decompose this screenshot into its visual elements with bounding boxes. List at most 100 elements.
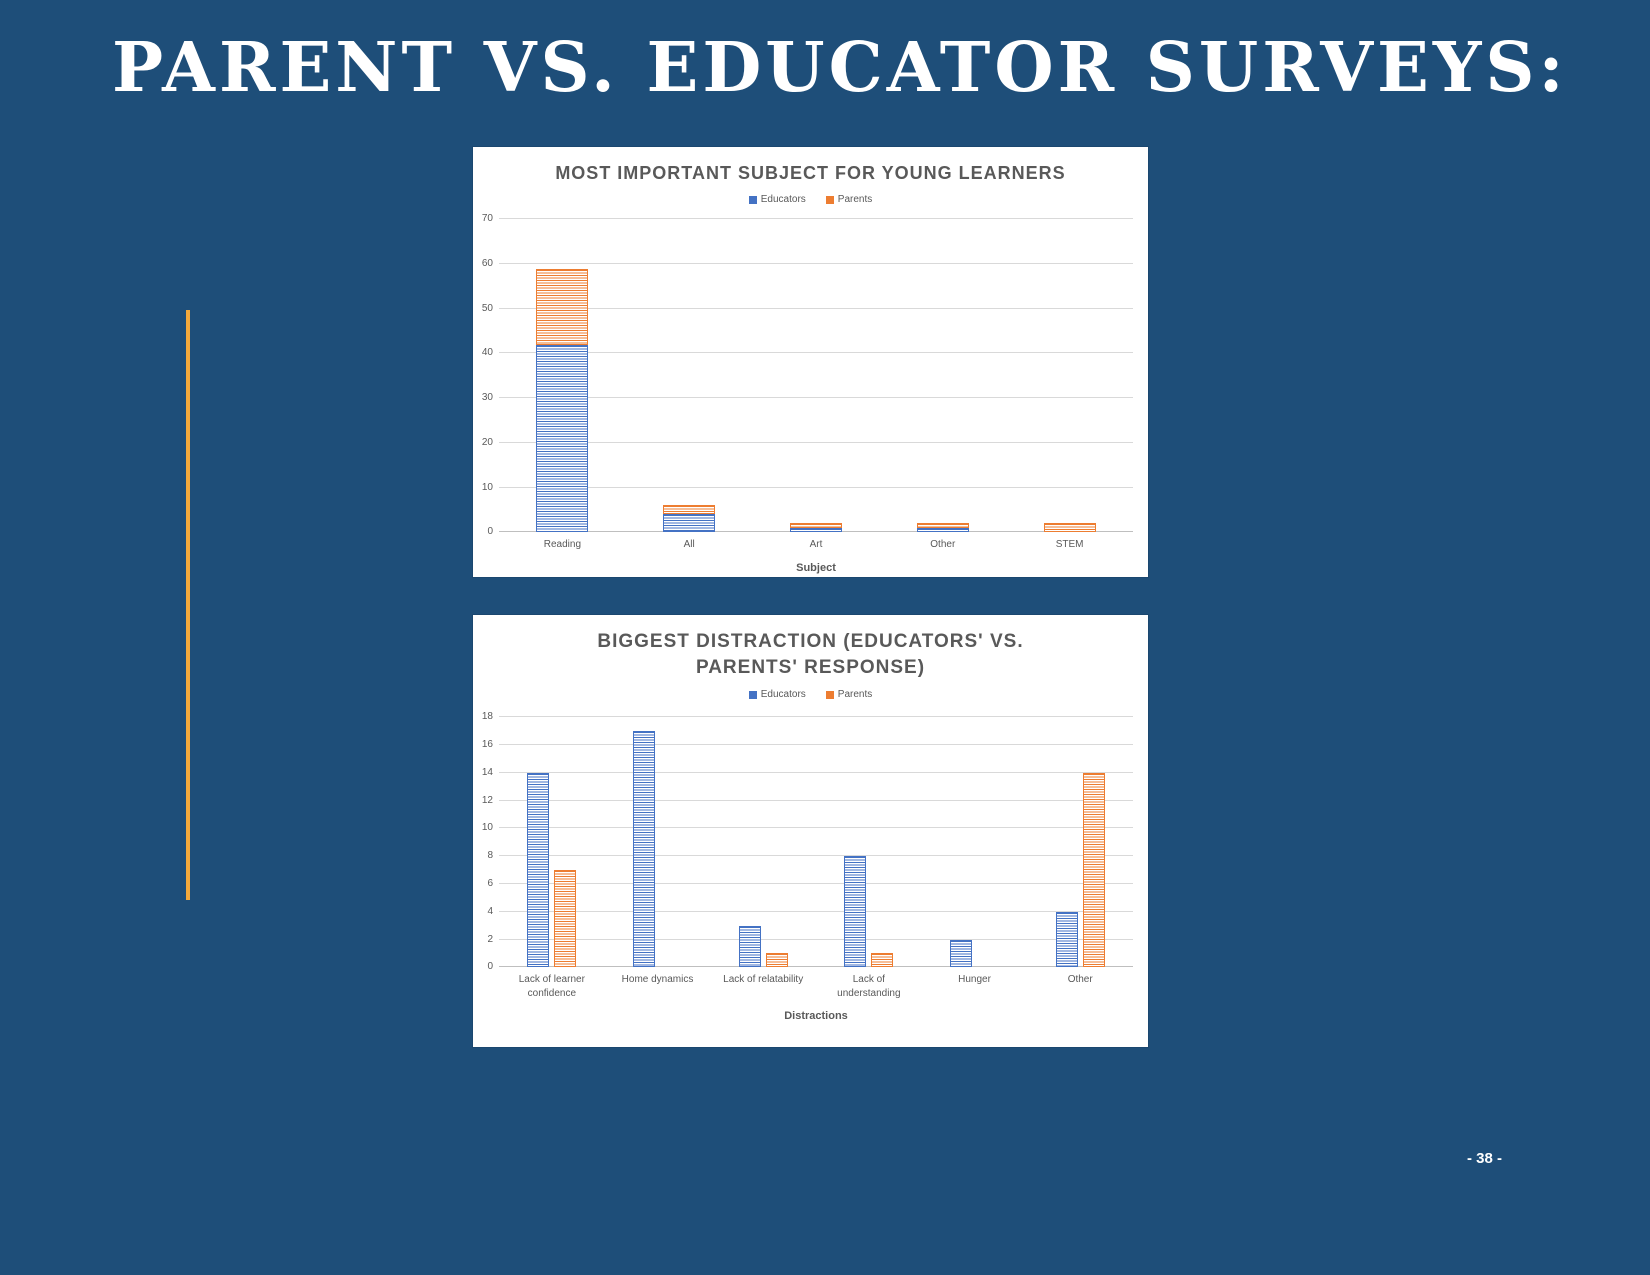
gridline	[499, 441, 1133, 443]
bar-educators	[633, 731, 655, 968]
category-slot	[1027, 717, 1133, 968]
gridline	[499, 716, 1133, 718]
x-axis-title: Distractions	[784, 1010, 848, 1023]
x-category-label: Art	[809, 539, 823, 551]
bar-stack	[536, 219, 589, 533]
category-slot	[816, 717, 922, 968]
y-tick-label: 0	[487, 526, 493, 538]
bar-segment-educators	[536, 344, 589, 533]
category-slot	[499, 219, 626, 533]
y-tick-label: 14	[481, 766, 493, 778]
gridline	[499, 397, 1133, 399]
y-tick-label: 18	[481, 711, 493, 723]
y-tick-label: 16	[481, 739, 493, 751]
gridline	[499, 938, 1133, 940]
category-slot	[710, 717, 816, 968]
y-tick-label: 8	[487, 850, 493, 862]
x-category-label: Home dynamics	[621, 974, 694, 986]
bar-parents	[1082, 772, 1105, 968]
page-title: PARENT VS. EDUCATOR SURVEYS:	[112, 28, 1568, 108]
gridline	[499, 352, 1133, 354]
category-slot	[626, 219, 753, 533]
bar-stack	[789, 219, 842, 533]
gridline	[499, 827, 1133, 829]
category-slot	[499, 717, 605, 968]
gridline	[499, 910, 1133, 912]
bar-parents	[871, 953, 894, 968]
bar-segment-parents	[916, 523, 969, 528]
legend-item: Educators	[748, 689, 806, 701]
gridline	[499, 771, 1133, 773]
x-axis-title: Subject	[796, 561, 836, 574]
gridline	[499, 307, 1133, 309]
x-category-label: Other	[1067, 974, 1093, 986]
x-category-label: Lack of learner confidence	[518, 974, 585, 999]
legend-label: Parents	[837, 194, 873, 206]
plot-area: 0 10 20 30 40 50 60 70	[482, 213, 1133, 537]
legend-swatch	[825, 195, 834, 204]
x-category-label: Lack of understanding	[837, 974, 901, 999]
x-category-label: Lack of relatability	[723, 974, 804, 986]
legend: Educators Parents	[473, 194, 1148, 205]
y-tick-label: 4	[487, 905, 493, 917]
chart-title: BIGGEST DISTRACTION (EDUCATORS' VS. PARE…	[597, 631, 1024, 678]
x-category-label: Hunger	[958, 974, 991, 986]
y-tick-label: 6	[487, 877, 493, 889]
y-tick-label: 60	[481, 258, 493, 270]
category-slot	[922, 717, 1028, 968]
bar-educators	[527, 772, 550, 968]
gridline	[499, 218, 1133, 220]
page-number: - 38 -	[1466, 1150, 1502, 1167]
bar-segment-educators	[663, 514, 716, 533]
x-category-label: Other	[930, 539, 956, 551]
y-tick-label: 30	[481, 392, 493, 404]
gridline	[499, 882, 1133, 884]
x-category-label: STEM	[1055, 539, 1084, 551]
y-tick-label: 2	[487, 933, 493, 945]
y-tick-label: 20	[481, 436, 493, 448]
bars-layer	[499, 717, 1133, 968]
legend-item: Educators	[748, 194, 806, 205]
gridline	[499, 855, 1133, 857]
x-category-labels: Reading All Art Other STEM	[499, 538, 1133, 552]
chart-title: MOST IMPORTANT SUBJECT FOR YOUNG LEARNER…	[555, 163, 1066, 183]
category-slot	[879, 219, 1006, 533]
legend-label: Parents	[837, 689, 873, 701]
y-tick-label: 10	[481, 822, 493, 834]
plot-area: 0 2 4 6 8 10 12 14 16 18	[482, 711, 1133, 972]
gridline	[499, 263, 1133, 265]
bar-stack	[916, 219, 969, 533]
legend-label: Educators	[760, 689, 806, 701]
bar-segment-parents	[663, 505, 716, 515]
bar-educators	[738, 925, 761, 968]
category-slot	[605, 717, 711, 968]
y-tick-label: 12	[481, 794, 493, 806]
y-tick-label: 0	[487, 961, 493, 973]
bar-segment-parents	[1043, 523, 1096, 533]
legend-swatch	[748, 690, 757, 699]
x-category-label: Reading	[543, 539, 582, 551]
legend-item: Parents	[825, 689, 873, 701]
gridline	[499, 486, 1133, 488]
bar-educators	[950, 939, 973, 968]
bar-segment-parents	[536, 268, 589, 345]
legend-swatch	[825, 690, 834, 699]
accent-bar	[186, 310, 190, 900]
gridline	[499, 799, 1133, 801]
bar-parents	[765, 953, 788, 968]
legend: Educators Parents	[473, 689, 1148, 700]
bar-educators	[844, 856, 867, 968]
bars-layer	[499, 219, 1133, 533]
y-tick-label: 70	[481, 213, 493, 225]
x-axis-line	[499, 966, 1133, 968]
bar-stack	[1043, 219, 1096, 533]
legend-swatch	[748, 195, 757, 204]
legend-item: Parents	[825, 194, 873, 206]
y-tick-label: 50	[481, 302, 493, 314]
bar-educators	[1055, 911, 1078, 968]
y-tick-label: 10	[481, 481, 493, 493]
bar-segment-educators	[916, 527, 969, 533]
x-category-labels: Lack of learner confidence Home dynamics L…	[499, 973, 1133, 1000]
chart-most-important-subject: MOST IMPORTANT SUBJECT FOR YOUNG LEARNER…	[473, 147, 1148, 577]
